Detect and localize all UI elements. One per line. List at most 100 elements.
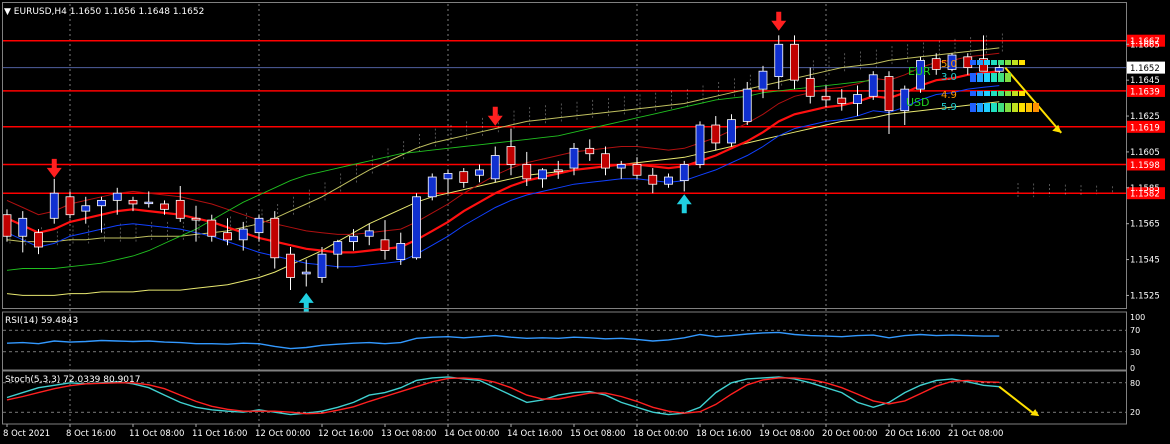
currency-name: USD — [906, 96, 930, 109]
y-tick-label: 1.1525 — [1130, 291, 1160, 301]
candle-body — [553, 169, 563, 173]
candle-body — [223, 232, 232, 241]
y-tick-label: 1.1545 — [1130, 256, 1160, 266]
rsi-axis-label: 70 — [1130, 326, 1140, 335]
strength-bar — [984, 73, 990, 82]
x-tick-label: 21 Oct 08:00 — [948, 429, 1003, 439]
y-tick-label: 1.1645 — [1130, 76, 1160, 86]
x-tick-label: 20 Oct 00:00 — [822, 429, 877, 439]
candle-body — [711, 124, 721, 144]
candle-body — [175, 199, 185, 219]
stoch-panel-frame — [2, 370, 1127, 425]
candle-body — [144, 201, 154, 205]
candle-body — [317, 253, 327, 278]
candle-body — [349, 235, 358, 243]
candle-body — [18, 217, 28, 237]
level-tag-text: 1.1619 — [1130, 123, 1160, 133]
candle-body — [380, 239, 390, 251]
collapse-triangle-icon[interactable]: ▼ — [4, 7, 11, 17]
candle-body — [459, 171, 469, 183]
strength-bar — [977, 103, 983, 112]
x-tick-label: 20 Oct 16:00 — [885, 429, 940, 439]
x-tick-label: 19 Oct 08:00 — [759, 429, 814, 439]
candle-body — [412, 196, 421, 259]
candle-body — [900, 88, 910, 112]
ma-slow-line — [6, 101, 1000, 296]
candle-body — [49, 192, 59, 219]
candle-body — [727, 119, 736, 144]
candle-body — [427, 176, 437, 198]
x-tick-label: 11 Oct 16:00 — [192, 429, 247, 439]
strength-value: 5.9 — [941, 102, 957, 113]
strength-bar — [998, 103, 1004, 112]
candle-body — [396, 243, 406, 260]
level-tag — [1127, 158, 1165, 171]
down-arrow-icon — [487, 106, 503, 126]
candle-body — [301, 271, 311, 275]
x-tick-label: 14 Oct 00:00 — [444, 429, 499, 439]
strength-value: 4.9 — [941, 90, 957, 101]
level-tag — [1127, 34, 1165, 47]
candle-body — [286, 253, 295, 278]
stoch-title: Stoch(5,3,3) 72.0339 80.9017 — [5, 375, 141, 385]
strength-bar — [977, 60, 983, 65]
up-arrow-icon — [676, 194, 692, 214]
stoch-axis-label: 80 — [1130, 379, 1140, 388]
candle-body — [2, 214, 12, 237]
strength-bar — [970, 91, 976, 96]
candle-body — [821, 95, 831, 101]
senkou-line — [6, 47, 1000, 243]
x-tick-label: 13 Oct 08:00 — [381, 429, 436, 439]
stoch-main-line — [6, 376, 1000, 416]
rsi-panel-frame — [2, 311, 1127, 371]
candle-body — [664, 176, 673, 185]
x-tick-label: 8 Oct 2021 — [3, 429, 50, 439]
strength-bar — [1019, 103, 1025, 112]
stoch-panel — [3, 376, 1126, 417]
strength-bar — [1005, 91, 1011, 96]
indicator-lines — [6, 47, 1000, 296]
signal-arrows — [46, 11, 1063, 312]
candle-body — [81, 205, 91, 212]
down-arrow-icon — [46, 158, 62, 178]
candle-body — [994, 67, 1004, 72]
y-tick-label: 1.1585 — [1130, 184, 1160, 194]
candle-body — [601, 153, 610, 169]
strength-bar — [970, 103, 976, 112]
strength-bar — [1026, 103, 1032, 112]
candle-body — [65, 196, 75, 216]
kijun-line — [6, 85, 1000, 268]
candle-body — [884, 76, 894, 112]
level-tag-text: 1.1582 — [1130, 190, 1160, 200]
candle-body — [853, 94, 862, 104]
level-tag — [1127, 84, 1165, 97]
strength-bar — [984, 60, 990, 65]
ma-fast-line — [6, 70, 1000, 254]
chikou-line — [6, 79, 874, 271]
strength-bar — [998, 73, 1004, 82]
strength-bar — [991, 103, 997, 112]
candle-body — [648, 174, 658, 185]
level-tag-text: 1.1598 — [1130, 161, 1160, 171]
strength-bar — [1012, 103, 1018, 112]
currency-name: EUR — [908, 65, 931, 78]
candle-body — [616, 164, 626, 169]
strength-bar — [1005, 60, 1011, 65]
level-tag — [1127, 187, 1165, 200]
candle-body — [569, 147, 579, 169]
forecast-line — [1004, 66, 1063, 134]
x-tick-label: 8 Oct 16:00 — [66, 429, 116, 439]
down-arrow-icon — [771, 11, 787, 31]
x-tick-label: 18 Oct 00:00 — [633, 429, 688, 439]
strength-bar — [1012, 60, 1018, 65]
strength-bar — [984, 103, 990, 112]
candle-body — [207, 219, 217, 237]
forecast-arrowhead-icon — [1052, 124, 1062, 133]
candle-body — [742, 88, 752, 122]
candle-body — [695, 124, 705, 165]
strength-bar — [977, 91, 983, 96]
candle-body — [506, 146, 516, 165]
up-arrow-icon — [298, 292, 314, 312]
strength-bar — [984, 91, 990, 96]
